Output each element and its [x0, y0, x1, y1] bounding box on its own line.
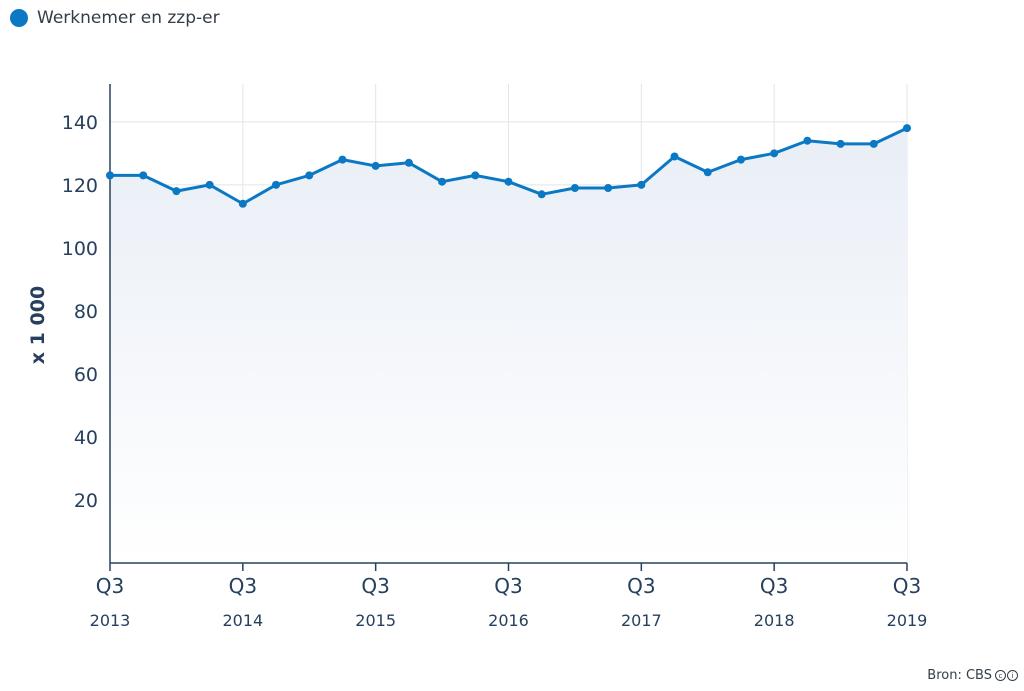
x-tick-year-label: 2018	[754, 611, 795, 630]
y-tick-label: 140	[62, 112, 98, 134]
x-tick-quarter-label: Q3	[229, 574, 257, 598]
y-tick-label: 40	[74, 427, 98, 449]
x-tick-year-label: 2016	[488, 611, 529, 630]
series-points	[106, 124, 911, 208]
x-tick-quarter-label: Q3	[627, 574, 655, 598]
data-point	[272, 180, 281, 189]
source-credit: Bron: CBS c i	[927, 668, 1018, 683]
data-point	[238, 199, 247, 208]
data-point	[736, 155, 745, 164]
source-text: Bron: CBS	[927, 668, 992, 683]
x-tick-year-label: 2019	[887, 611, 928, 630]
data-point	[836, 139, 845, 148]
x-tick-year-label: 2015	[355, 611, 396, 630]
y-tick-label: 80	[74, 301, 98, 323]
x-tick-quarter-label: Q3	[494, 574, 522, 598]
data-point	[803, 136, 812, 145]
data-point	[438, 177, 447, 186]
cc-icon: c	[995, 670, 1006, 681]
x-tick-year-label: 2013	[90, 611, 131, 630]
data-point	[504, 177, 513, 186]
y-tick-label: 120	[62, 175, 98, 197]
data-point	[172, 187, 181, 196]
data-point	[770, 149, 779, 158]
data-point	[903, 124, 911, 133]
data-point	[604, 183, 613, 192]
data-point	[305, 171, 314, 180]
y-tick-labels: 20 40 60 80 100 120 140	[62, 112, 98, 512]
data-point	[139, 171, 148, 180]
legend: Werknemer en zzp-er	[10, 6, 220, 30]
y-tick-label: 20	[74, 490, 98, 512]
data-point	[205, 180, 214, 189]
x-tick-quarter-label: Q3	[361, 574, 389, 598]
y-tick-label: 60	[74, 364, 98, 386]
data-point	[670, 152, 679, 161]
x-tick-year-label: 2017	[621, 611, 662, 630]
x-tick-quarter-label: Q3	[96, 574, 124, 598]
area-fill	[110, 128, 907, 563]
legend-label: Werknemer en zzp-er	[37, 8, 220, 28]
license-icons: c i	[995, 670, 1018, 681]
data-point	[371, 161, 380, 170]
data-point	[404, 158, 413, 167]
x-tick-year-label: 2014	[222, 611, 263, 630]
x-tick-quarter-label: Q3	[760, 574, 788, 598]
x-tick-quarter-label: Q3	[893, 574, 921, 598]
data-point	[703, 168, 712, 177]
data-point	[537, 190, 546, 199]
axes	[109, 84, 908, 571]
by-icon: i	[1007, 670, 1018, 681]
data-point	[570, 183, 579, 192]
legend-marker-icon	[10, 9, 28, 27]
data-point	[338, 155, 347, 164]
data-point	[869, 139, 878, 148]
data-point	[637, 180, 646, 189]
data-point	[471, 171, 480, 180]
y-tick-label: 100	[62, 238, 98, 260]
data-point	[106, 171, 114, 180]
x-tick-labels: Q3 2013 Q3 2014 Q3 2015 Q3 2016 Q3 2017 Q3 2018 Q3 20…	[90, 574, 928, 630]
y-axis-label: x 1 000	[27, 286, 49, 364]
